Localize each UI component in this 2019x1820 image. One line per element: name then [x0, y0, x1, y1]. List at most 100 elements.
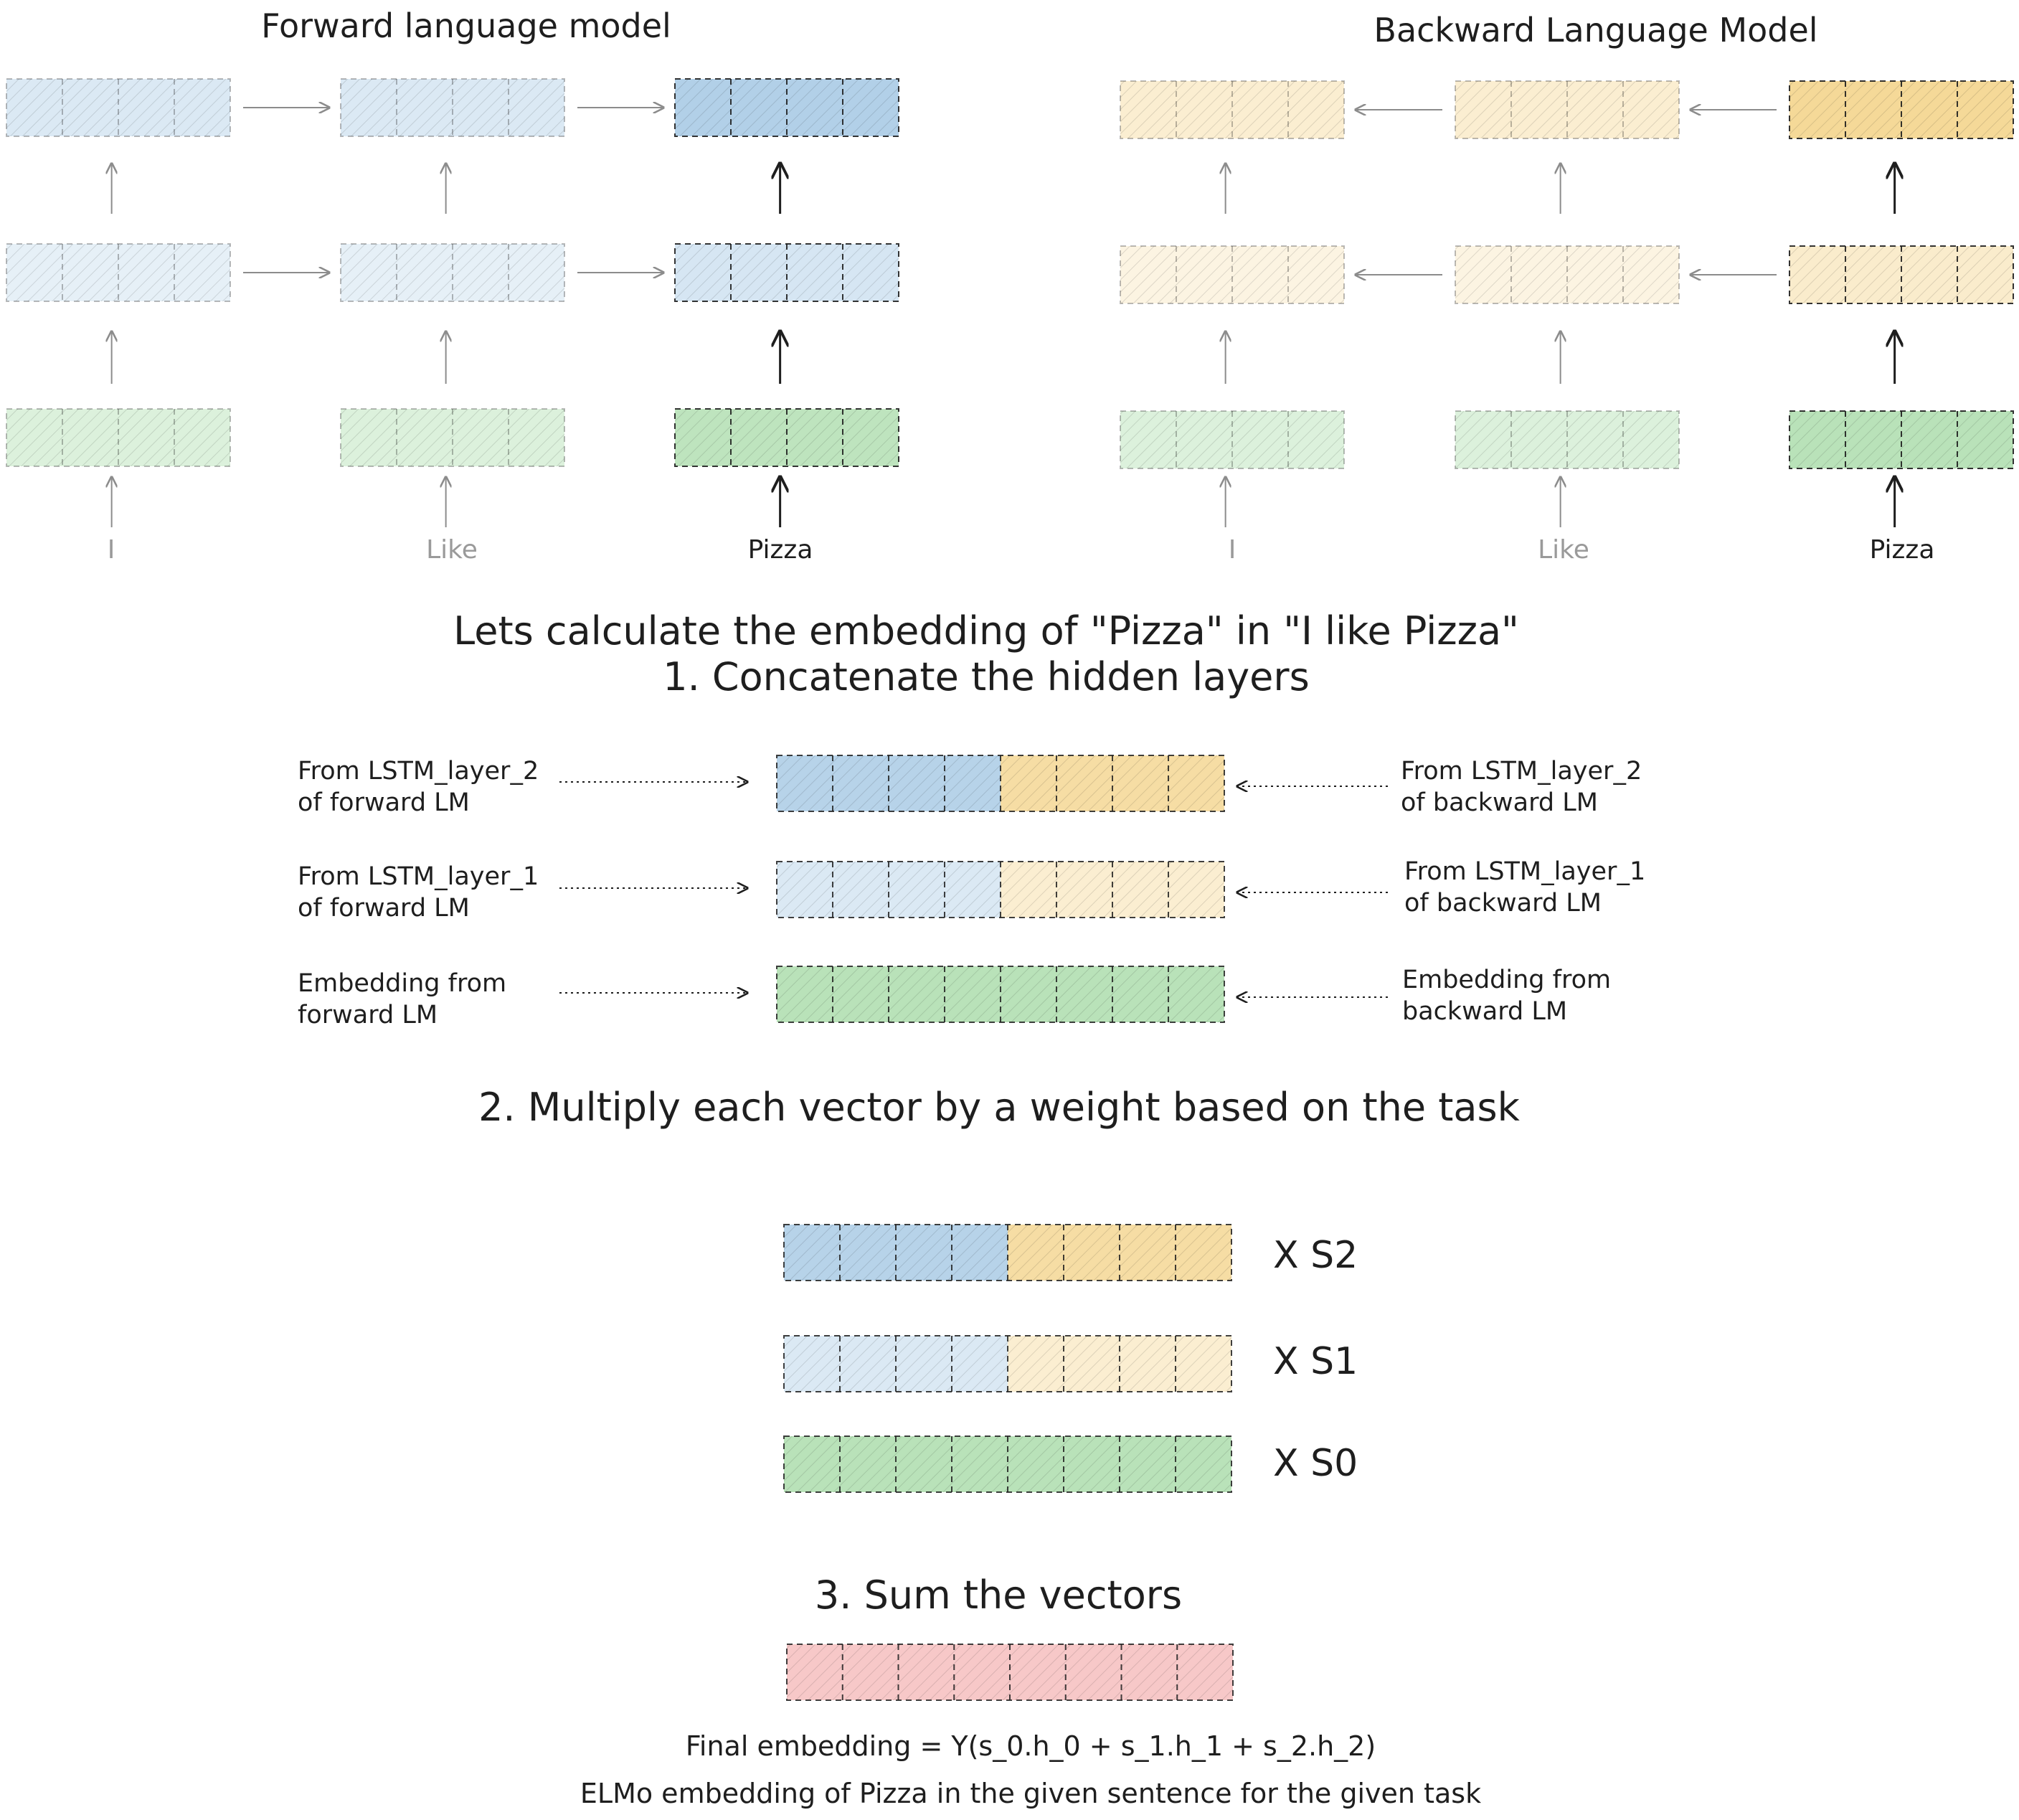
vector-cell-hatch: [1789, 81, 1845, 138]
vector-cell-hatch: [787, 244, 843, 301]
vector-cell-hatch: [1001, 862, 1056, 918]
vector-cell-hatch: [1065, 1644, 1122, 1700]
vector-cell-hatch: [843, 409, 899, 466]
language-model-arrows: [112, 108, 1895, 527]
weighted-vectors: [783, 1224, 1232, 1493]
vector-outline: [340, 243, 565, 302]
concat-left-label: of forward LM: [298, 788, 470, 817]
vector-cell-hatch: [1511, 411, 1567, 468]
vector-cell-hatch: [1112, 755, 1168, 811]
vector-cell-hatch: [1010, 1644, 1066, 1700]
vector-outline: [6, 243, 231, 302]
vector-cell-hatch: [952, 1436, 1008, 1492]
vector-cell-hatch: [1232, 246, 1288, 303]
vector-cell-hatch: [62, 244, 118, 301]
concatenated-lstm-layer-2-vector: [776, 755, 1225, 812]
vector-cell-hatch: [1623, 411, 1679, 468]
backward-lstm-layer-1-vector: [1789, 245, 2014, 304]
concat-right-label: backward LM: [1402, 997, 1567, 1026]
vector-cell-hatch: [1567, 411, 1623, 468]
vector-cell-hatch: [1623, 81, 1679, 138]
vector-cell-hatch: [784, 1336, 840, 1392]
vector-cell-hatch: [889, 755, 945, 811]
vector-cell-hatch: [1957, 411, 2013, 468]
vector-cell-hatch: [174, 79, 230, 136]
backward-model-title: Backward Language Model: [1373, 11, 1817, 49]
vector-cell-hatch: [1957, 81, 2013, 138]
vector-cell-hatch: [840, 1225, 896, 1281]
vector-cell-hatch: [1789, 246, 1845, 303]
concat-right-label: From LSTM_layer_2: [1401, 757, 1642, 786]
vector-cell-hatch: [174, 409, 230, 466]
final-embedding-vector: [786, 1644, 1234, 1701]
forward-lstm-layer-1-vector: [340, 243, 565, 302]
concat-left-label: Embedding from: [298, 969, 506, 998]
vector-cell-hatch: [896, 1436, 952, 1492]
vector-cell-hatch: [843, 244, 899, 301]
vector-cell-hatch: [118, 409, 174, 466]
concatenated-lstm-layer-1-vector: [776, 861, 1225, 918]
vector-cell-hatch: [1288, 81, 1344, 138]
weighted-lstm-layer-1-vector: [783, 1335, 1232, 1392]
vector-cell-hatch: [1121, 1644, 1178, 1700]
vector-cell-hatch: [341, 244, 397, 301]
vector-cell-hatch: [341, 409, 397, 466]
backward-lstm-layer-2-vector: [1789, 80, 2014, 139]
vector-outline: [1120, 245, 1345, 304]
vector-cell-hatch: [1455, 81, 1511, 138]
vector-cell-hatch: [1008, 1225, 1064, 1281]
step3-title: 3. Sum the vectors: [815, 1573, 1182, 1618]
vector-cell-hatch: [1120, 1436, 1176, 1492]
vector-cell-hatch: [1845, 81, 1901, 138]
concat-left-label: From LSTM_layer_1: [298, 862, 539, 891]
vector-cell-hatch: [675, 79, 731, 136]
forward-word-i: I: [108, 535, 115, 565]
vector-cell-hatch: [453, 244, 509, 301]
vector-cell-hatch: [1177, 1644, 1233, 1700]
forward-embedding-vector: [340, 408, 565, 467]
vector-outline: [340, 408, 565, 467]
vector-cell-hatch: [1176, 1225, 1231, 1281]
vector-outline: [1455, 80, 1680, 139]
vector-cell-hatch: [1112, 862, 1168, 918]
vector-cell-hatch: [1064, 1225, 1120, 1281]
vector-cell-hatch: [952, 1336, 1008, 1392]
vector-cell-hatch: [1455, 411, 1511, 468]
vector-cell-hatch: [731, 79, 787, 136]
dotted-arrows: [559, 782, 1388, 997]
vector-outline: [1120, 410, 1345, 469]
final-embedding-formula: Final embedding = Y(s_0.h_0 + s_1.h_1 + …: [686, 1730, 1376, 1762]
vector-cell-hatch: [1120, 246, 1176, 303]
forward-lstm-layer-2-vector: [674, 78, 899, 137]
vector-cell-hatch: [6, 79, 62, 136]
vector-cell-hatch: [1901, 81, 1957, 138]
forward-lstm-layer-2-vector: [340, 78, 565, 137]
vector-cell-hatch: [898, 1644, 955, 1700]
vector-cell-hatch: [675, 244, 731, 301]
vector-cell-hatch: [174, 244, 230, 301]
elmo-caption: ELMo embedding of Pizza in the given sen…: [580, 1778, 1481, 1809]
vector-cell-hatch: [397, 409, 453, 466]
vector-cell-hatch: [1056, 966, 1112, 1022]
vector-cell-hatch: [896, 1336, 952, 1392]
weighted-embedding-vector: [783, 1435, 1232, 1493]
weighted-lstm-layer-2-vector: [783, 1224, 1232, 1281]
vector-cell-hatch: [1845, 411, 1901, 468]
vector-cell-hatch: [509, 409, 564, 466]
vector-cell-hatch: [62, 409, 118, 466]
vector-cell-hatch: [1845, 246, 1901, 303]
vector-cell-hatch: [833, 755, 889, 811]
vector-cell-hatch: [1176, 81, 1232, 138]
vector-cell-hatch: [1064, 1436, 1120, 1492]
vector-cell-hatch: [118, 79, 174, 136]
vector-outline: [6, 78, 231, 137]
vector-cell-hatch: [896, 1225, 952, 1281]
vector-cell-hatch: [1288, 411, 1344, 468]
vector-cell-hatch: [1623, 246, 1679, 303]
vector-cell-hatch: [1168, 966, 1224, 1022]
concat-left-label: From LSTM_layer_2: [298, 757, 539, 786]
vector-cell-hatch: [397, 79, 453, 136]
concat-left-label: forward LM: [298, 1001, 438, 1029]
backward-word-like: Like: [1538, 535, 1589, 565]
vector-cell-hatch: [1176, 1436, 1231, 1492]
